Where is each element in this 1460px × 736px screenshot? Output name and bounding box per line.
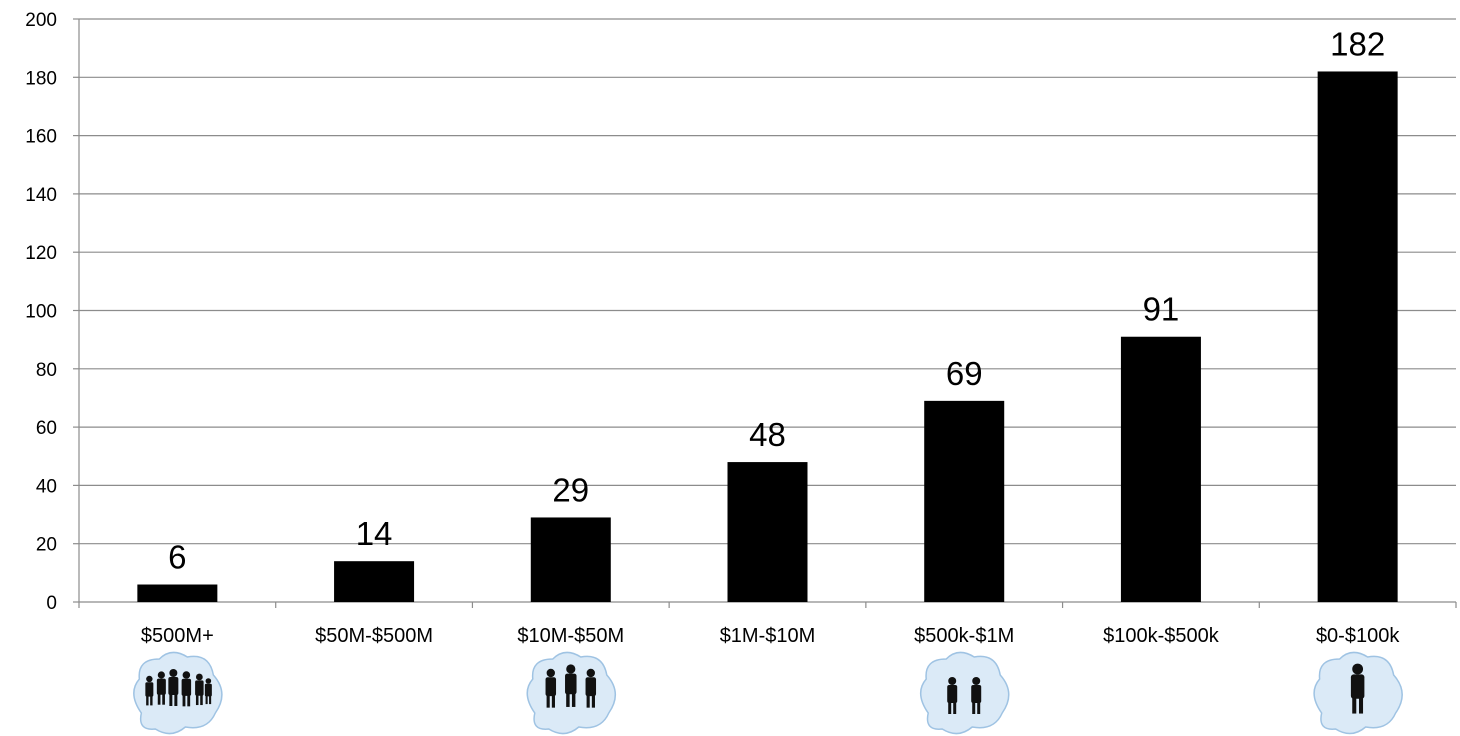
single-businessman-icon — [1313, 651, 1403, 735]
y-tick-label: 120 — [25, 243, 57, 264]
bar — [924, 400, 1005, 602]
bar — [1120, 336, 1201, 602]
data-label: 182 — [1330, 25, 1385, 62]
data-label: 29 — [552, 471, 589, 508]
bar — [137, 584, 218, 602]
y-axis-ticks: 0 20 40 60 80 100 120 140 160 180 200 — [25, 10, 79, 614]
data-labels: 6 14 29 48 69 91 182 — [168, 25, 1385, 575]
x-category-label: $0-$100k — [1316, 625, 1400, 647]
data-label: 14 — [356, 515, 393, 552]
handshake-icon — [919, 651, 1010, 735]
y-tick-label: 60 — [36, 418, 57, 439]
bar — [334, 561, 415, 602]
x-category-label: $10M-$50M — [517, 625, 624, 647]
large-group-people-icon — [133, 651, 223, 735]
data-label: 6 — [168, 539, 186, 576]
x-axis-labels: $500M+ $50M-$500M $10M-$50M $1M-$10M $500k-$… — [141, 625, 1400, 647]
bars — [137, 71, 1398, 603]
gridlines — [79, 18, 1456, 545]
x-category-label: $1M-$10M — [720, 625, 816, 647]
bar — [727, 462, 808, 602]
x-category-label: $500k-$1M — [914, 625, 1014, 647]
y-tick-label: 0 — [46, 593, 57, 614]
data-label: 69 — [946, 355, 983, 392]
category-icons — [133, 651, 1403, 735]
y-tick-label: 200 — [25, 10, 57, 31]
y-tick-label: 20 — [36, 535, 57, 556]
y-tick-label: 40 — [36, 476, 57, 497]
x-category-label: $50M-$500M — [315, 625, 433, 647]
x-category-label: $500M+ — [141, 625, 214, 647]
y-tick-label: 140 — [25, 185, 57, 206]
bar — [1317, 71, 1398, 603]
y-tick-label: 100 — [25, 302, 57, 323]
y-tick-label: 160 — [25, 127, 57, 148]
data-label: 91 — [1143, 291, 1180, 328]
x-category-label: $100k-$500k — [1103, 625, 1220, 647]
y-tick-label: 180 — [25, 68, 57, 89]
y-tick-label: 80 — [36, 360, 57, 381]
bar — [530, 517, 611, 602]
data-label: 48 — [749, 416, 786, 453]
business-team-icon — [526, 651, 617, 735]
